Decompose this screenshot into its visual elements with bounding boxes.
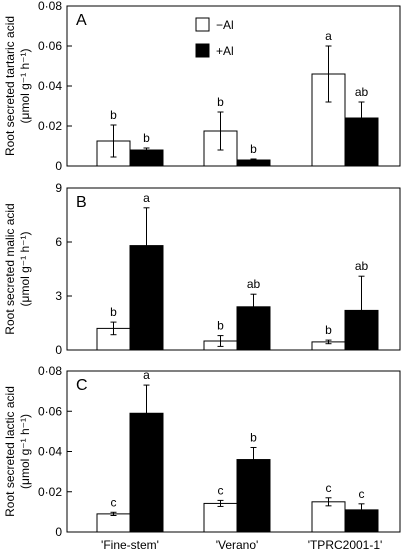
y-tick-label: 0·02 [38, 485, 62, 499]
y-axis-label: Root secreted lactic acid [3, 386, 17, 517]
significance-letter: c [218, 483, 224, 497]
legend-label: −Al [216, 18, 234, 32]
y-axis-label: Root secreted tartaric acid [3, 16, 17, 156]
significance-letter: ab [355, 85, 369, 99]
significance-letter: a [143, 191, 150, 205]
significance-letter: ab [247, 277, 261, 291]
y-tick-label: 0 [55, 159, 62, 173]
y-tick-label: 3 [55, 289, 62, 303]
y-tick-label: 0·06 [38, 39, 62, 53]
y-tick-label: 6 [55, 235, 62, 249]
legend-swatch [195, 17, 210, 32]
y-tick-label: 0 [55, 525, 62, 539]
y-tick-label: 0 [55, 343, 62, 357]
y-tick-label: 0·04 [38, 79, 62, 93]
significance-letter: b [217, 319, 224, 333]
x-tick-label: 'Fine-stem' [101, 538, 159, 552]
panel-label: A [76, 12, 87, 29]
significance-letter: b [110, 305, 117, 319]
y-axis-unit: (μmol g⁻¹ h⁻¹) [18, 232, 32, 307]
y-tick-label: 0·04 [38, 445, 62, 459]
bar-minus-al [96, 513, 131, 533]
significance-letter: a [325, 29, 332, 43]
significance-letter: a [143, 368, 150, 382]
panel-c: C 0 0·02 0·04 0·06 0·08 Root secreted lactic a… [3, 364, 401, 539]
bar-minus-al [203, 502, 238, 533]
panel-a: A 0 0·02 0·04 0·06 0·08 Root secreted tartaric… [3, 0, 401, 173]
y-tick-label: 9 [55, 181, 62, 195]
significance-letter: b [325, 323, 332, 337]
bar-minus-al [311, 501, 346, 533]
legend-swatch [195, 43, 210, 58]
y-tick-label: 0·08 [38, 364, 62, 378]
legend-label: +Al [216, 44, 234, 58]
x-tick-label: 'TPRC2001-1' [308, 538, 383, 552]
y-axis-unit: (μmol g⁻¹ h⁻¹) [18, 49, 32, 124]
significance-letter: b [217, 95, 224, 109]
significance-letter: c [359, 487, 365, 501]
significance-letter: b [250, 142, 257, 156]
significance-letter: c [111, 495, 117, 509]
significance-letter: ab [355, 259, 369, 273]
x-tick-label: 'Verano' [216, 538, 259, 552]
significance-letter: c [326, 481, 332, 495]
panel-label: B [76, 194, 87, 211]
significance-letter: b [250, 430, 257, 444]
y-tick-label: 0·02 [38, 119, 62, 133]
y-tick-label: 0·06 [38, 404, 62, 418]
significance-letter: b [110, 108, 117, 122]
panel-label: C [76, 377, 88, 394]
y-axis-unit: (μmol g⁻¹ h⁻¹) [18, 414, 32, 489]
y-tick-label: 0·08 [38, 0, 62, 13]
panel-b: B 0 3 6 9 Root secreted malic acid (μmol g⁻¹ h… [3, 181, 401, 357]
y-axis-label: Root secreted malic acid [3, 203, 17, 334]
significance-letter: b [143, 131, 150, 145]
